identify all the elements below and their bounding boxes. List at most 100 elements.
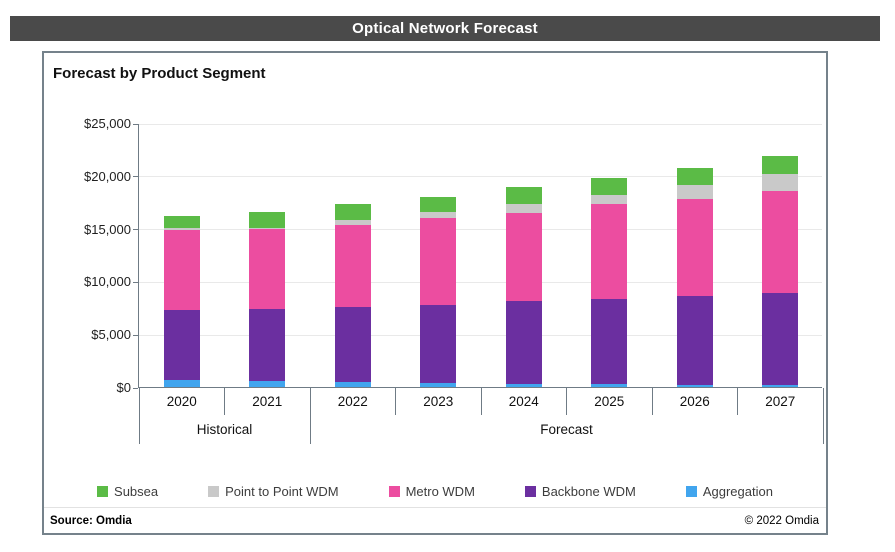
bar-segment-aggregation <box>249 380 286 387</box>
y-axis-tick <box>133 229 138 231</box>
bar-segment-point-to-point-wdm <box>676 185 713 200</box>
bar-segment-backbone-wdm <box>249 309 286 381</box>
group-label-historical: Historical <box>196 422 253 437</box>
y-axis-tick <box>133 334 138 336</box>
bar-segment-subsea <box>334 204 371 220</box>
bar-segment-point-to-point-wdm <box>420 212 457 219</box>
x-axis-year-label: 2020 <box>166 394 197 409</box>
x-axis-year-label: 2026 <box>679 394 710 409</box>
bar-segment-backbone-wdm <box>676 296 713 385</box>
y-axis-tick <box>133 123 138 125</box>
bar-segment-backbone-wdm <box>420 305 457 383</box>
footer: Source: Omdia © 2022 Omdia <box>44 507 826 533</box>
bar-segment-point-to-point-wdm <box>334 219 371 225</box>
y-axis-tick-label: $0 <box>116 380 131 395</box>
y-axis-tick-label: $5,000 <box>91 327 131 343</box>
bar-segment-subsea <box>591 178 628 196</box>
legend-item: Subsea <box>97 484 158 499</box>
bar-segment-aggregation <box>420 383 457 387</box>
bar-segment-aggregation <box>163 380 200 387</box>
legend-label: Point to Point WDM <box>225 483 339 499</box>
bar-segment-subsea <box>249 212 286 228</box>
x-axis-tick <box>395 388 396 415</box>
gridline <box>139 123 822 125</box>
y-axis-tick <box>133 176 138 178</box>
legend-swatch-icon <box>388 485 400 497</box>
bar-segment-point-to-point-wdm <box>163 228 200 230</box>
x-axis-tick <box>737 388 738 415</box>
gridline <box>139 281 822 283</box>
bar-segment-point-to-point-wdm <box>762 174 799 192</box>
window-title: Optical Network Forecast <box>352 20 538 37</box>
legend: Subsea Point to Point WDM Metro WDM Backbon… <box>44 481 826 501</box>
group-label-forecast: Forecast <box>540 422 593 437</box>
bar-segment-backbone-wdm <box>505 301 542 384</box>
copyright-text: © 2022 Omdia <box>744 514 819 527</box>
bar-segment-subsea <box>420 196 457 213</box>
legend-item: Aggregation <box>685 483 773 499</box>
bar-segment-subsea <box>676 167 713 186</box>
legend-label: Aggregation <box>702 483 773 499</box>
bar-segment-aggregation <box>334 382 371 387</box>
bar-segment-metro-wdm <box>334 224 371 308</box>
bar-segment-backbone-wdm <box>163 310 200 381</box>
plot-area: $0 $5,000 $10,000 $15,000 $20,000 $25,000 2020… <box>84 116 824 444</box>
chart-title: Forecast by Product Segment <box>53 65 266 82</box>
x-axis-year-label: 2023 <box>423 394 454 409</box>
bar-segment-aggregation <box>591 384 628 387</box>
bar-segment-backbone-wdm <box>591 298 628 385</box>
bar-segment-point-to-point-wdm <box>249 227 286 230</box>
legend-item: Metro WDM <box>388 483 475 499</box>
x-axis-tick <box>224 388 225 415</box>
chart-panel: Forecast by Product Segment $0 $5,000 $10,… <box>42 51 828 535</box>
axis-group-divider <box>309 388 311 444</box>
y-axis-tick-label: $10,000 <box>84 274 131 290</box>
bar-segment-aggregation <box>505 383 542 387</box>
bar-segment-subsea <box>762 155 799 175</box>
x-axis-year-label: 2024 <box>508 394 539 409</box>
bar-segment-metro-wdm <box>591 204 628 299</box>
axis-group-divider <box>822 388 824 444</box>
legend-label: Backbone WDM <box>541 483 636 499</box>
y-axis-tick-label: $20,000 <box>84 168 131 184</box>
x-axis-tick <box>651 388 653 415</box>
bar-segment-metro-wdm <box>163 229 200 311</box>
legend-item: Backbone WDM <box>524 483 636 499</box>
bar-segment-metro-wdm <box>249 229 286 310</box>
legend-label: Metro WDM <box>405 483 475 499</box>
legend-swatch-icon <box>685 485 697 497</box>
y-axis-tick-label: $15,000 <box>84 221 131 237</box>
window-title-bar: Optical Network Forecast <box>10 16 880 41</box>
bar-segment-point-to-point-wdm <box>505 204 542 213</box>
bar-segment-aggregation <box>676 384 713 387</box>
legend-swatch-icon <box>208 485 220 497</box>
source-text: Source: Omdia <box>50 514 132 527</box>
legend-swatch-icon <box>97 485 109 497</box>
x-axis-year-label: 2027 <box>765 394 796 409</box>
bar-segment-subsea <box>163 215 200 229</box>
legend-item: Point to Point WDM <box>208 483 339 499</box>
gridline <box>139 229 822 231</box>
x-axis-year-label: 2025 <box>594 394 625 409</box>
bar-segment-subsea <box>505 187 542 204</box>
y-axis-tick-label: $25,000 <box>84 116 131 131</box>
legend-swatch-icon <box>524 485 536 497</box>
bar-segment-metro-wdm <box>420 218 457 306</box>
x-axis-year-label: 2022 <box>337 394 368 409</box>
legend-label: Subsea <box>114 483 159 499</box>
bar-segment-aggregation <box>762 385 799 387</box>
x-axis-tick <box>480 388 482 415</box>
x-axis-year-label: 2021 <box>252 394 283 409</box>
axis-group-divider <box>138 388 140 444</box>
gridline <box>139 176 822 178</box>
x-axis-tick <box>566 388 567 415</box>
bar-segment-point-to-point-wdm <box>591 195 628 204</box>
bar-segment-backbone-wdm <box>334 307 371 383</box>
bar-segment-backbone-wdm <box>762 293 799 386</box>
y-axis-tick <box>133 281 138 283</box>
bar-segment-metro-wdm <box>505 212 542 302</box>
y-axis-tick <box>133 387 138 389</box>
bar-segment-metro-wdm <box>676 199 713 297</box>
bar-segment-metro-wdm <box>762 191 799 294</box>
